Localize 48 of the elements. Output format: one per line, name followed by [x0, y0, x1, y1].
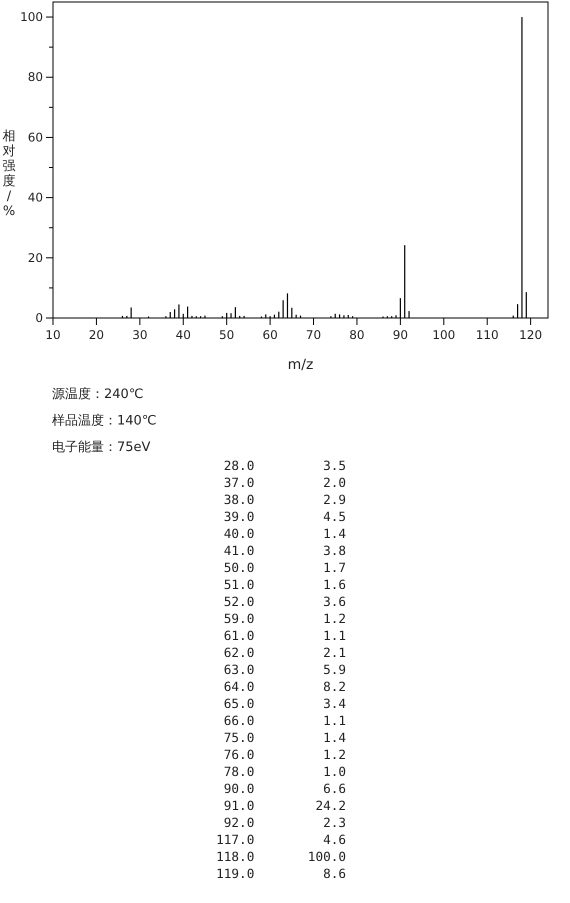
text: 90.0 6.6: [224, 781, 346, 796]
y-tick-label: 40: [28, 190, 43, 205]
y-tick-label: 0: [35, 311, 43, 325]
x-tick-label: 100: [432, 328, 456, 342]
y-tick-label: 80: [28, 70, 43, 84]
text: 119.0 8.6: [216, 866, 346, 881]
text: 75.0 1.4: [224, 730, 346, 745]
y-tick-label: 60: [28, 130, 43, 144]
x-tick-label: 90: [392, 328, 408, 342]
text: 117.0 4.6: [216, 832, 346, 847]
x-tick-label: 80: [349, 328, 365, 342]
x-tick-label: 30: [132, 328, 148, 342]
y-axis-title: 相对强度/%: [2, 129, 16, 219]
text: 62.0 2.1: [224, 645, 346, 660]
text: 39.0 4.5: [224, 509, 346, 524]
text: 92.0 2.3: [224, 815, 346, 830]
y-tick-label: 100: [20, 10, 43, 24]
y-tick-label: 20: [28, 250, 43, 265]
text: 59.0 1.2: [224, 611, 346, 626]
text: 37.0 2.0: [224, 475, 346, 490]
text: 66.0 1.1: [224, 713, 346, 728]
x-tick-label: 40: [176, 328, 191, 342]
text: 40.0 1.4: [224, 526, 346, 541]
text: 64.0 8.2: [224, 679, 346, 694]
text: 51.0 1.6: [224, 577, 346, 592]
text: 91.0 24.2: [224, 798, 346, 813]
x-tick-label: 70: [306, 328, 322, 342]
text: 65.0 3.4: [224, 696, 346, 711]
text: 52.0 3.6: [224, 594, 346, 609]
x-tick-label: 50: [219, 328, 234, 342]
text: 63.0 5.9: [224, 662, 346, 677]
x-axis-title: m/z: [288, 357, 314, 373]
x-tick-label: 10: [45, 328, 61, 342]
text: 样品温度：140℃: [52, 412, 156, 428]
x-tick-label: 110: [476, 328, 499, 342]
text: 61.0 1.1: [224, 628, 346, 643]
text: 50.0 1.7: [224, 560, 346, 575]
text: 电子能量：75eV: [52, 440, 151, 455]
text: 38.0 2.9: [224, 492, 346, 507]
text: 76.0 1.2: [224, 747, 346, 762]
x-tick-label: 60: [262, 328, 278, 342]
text: 28.0 3.5: [224, 458, 346, 473]
x-tick-label: 120: [519, 328, 542, 342]
x-tick-label: 20: [88, 328, 104, 342]
text: 118.0 100.0: [216, 849, 346, 864]
text: 源温度：240℃: [52, 386, 144, 402]
text: 41.0 3.8: [224, 543, 346, 558]
text: 78.0 1.0: [224, 764, 346, 779]
